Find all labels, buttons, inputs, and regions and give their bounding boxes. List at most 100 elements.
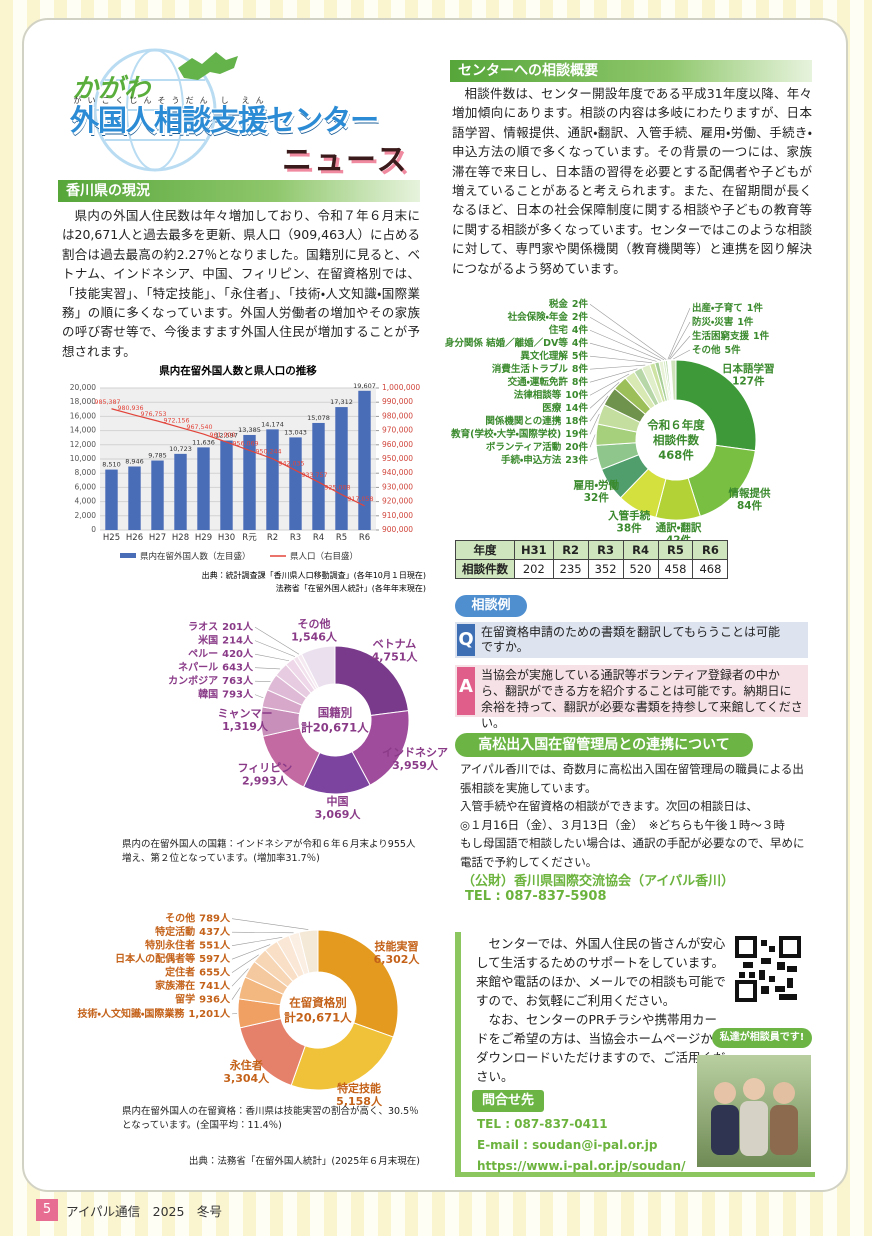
label-name: 家族滞在 bbox=[155, 979, 195, 992]
label-value: 5,158人 bbox=[336, 1095, 383, 1108]
y-tick-label: 2,000 bbox=[75, 511, 97, 520]
label-name: 入管手続 bbox=[607, 509, 650, 522]
y-tick-label: 950,000 bbox=[382, 454, 413, 463]
y-tick-label: 990,000 bbox=[382, 397, 413, 406]
table-header-cell: H31 bbox=[514, 540, 554, 560]
label-name: 中国 bbox=[326, 794, 348, 808]
slice bbox=[317, 929, 399, 1038]
label-name: ペルー bbox=[188, 649, 218, 660]
bar bbox=[151, 460, 164, 530]
label-name: 日本人の配偶者等 bbox=[115, 952, 195, 965]
leader-line bbox=[589, 355, 652, 363]
slice-label: 医療 14件 bbox=[542, 402, 588, 414]
data-label: 956,069 bbox=[232, 440, 258, 447]
x-tick-label: H25 bbox=[103, 533, 120, 543]
leader-line bbox=[254, 626, 300, 655]
data-label: 13,043 bbox=[284, 428, 307, 436]
contact-line: E-mail : soudan@i-pal.or.jp bbox=[477, 1138, 658, 1152]
label-value: 127件 bbox=[732, 374, 765, 387]
table-cell: 235 bbox=[552, 559, 589, 579]
label-name: 交通・運転免許 bbox=[508, 376, 569, 388]
leader-line bbox=[668, 321, 691, 360]
table-header-cell: R4 bbox=[622, 540, 659, 560]
label-name: 異文化理解 bbox=[520, 350, 568, 362]
answer: 当協会が実施している通訳等ボランティア登録者の中から、翻訳ができる方を紹介するこ… bbox=[481, 668, 803, 730]
data-label: 976,753 bbox=[140, 411, 166, 418]
person bbox=[770, 1105, 798, 1155]
a-mark: A bbox=[457, 667, 475, 715]
label-name: 雇用・労働 bbox=[573, 478, 619, 491]
label-value: 3,959人 bbox=[392, 759, 439, 772]
label-value: 5件 bbox=[572, 350, 589, 362]
chart: 令和６年度相談件数468件日本語学習127件情報提供84件通訳・翻訳42件入管手… bbox=[445, 298, 775, 547]
label-value: 2件 bbox=[572, 298, 589, 310]
label-value: 8件 bbox=[572, 376, 589, 388]
leader-line bbox=[673, 349, 691, 360]
slice-label: 生活困窮支援 1件 bbox=[692, 330, 770, 342]
chart: 県内在留外国人数と県人口の推移 0 2,000 4,000 6,000 8,000 10,0… bbox=[70, 364, 426, 593]
label-value: 1件 bbox=[737, 316, 754, 328]
label-name: 医療 bbox=[542, 402, 562, 414]
title-base: センター bbox=[266, 103, 379, 137]
slice-label: 手続・申込方法 23件 bbox=[501, 454, 588, 466]
data-label: 12,597 bbox=[215, 432, 238, 440]
label-name: 米国 bbox=[198, 634, 218, 647]
slice-label: 出産・子育て 1件 bbox=[692, 302, 763, 314]
section-heading: 香川県の現況 bbox=[58, 180, 420, 202]
label-name: 定住者 bbox=[165, 966, 195, 979]
bar bbox=[358, 390, 371, 530]
table-cell: 352 bbox=[587, 559, 624, 579]
qa-heading: 相談例 bbox=[455, 595, 527, 617]
slice bbox=[290, 1022, 394, 1091]
leader-line bbox=[589, 342, 657, 362]
leader-line bbox=[589, 413, 600, 435]
slice-label: 技能実習 6,302人 bbox=[374, 939, 421, 966]
slice-label: 関係機関との連携 18件 bbox=[485, 415, 588, 427]
slice-label: 特定活動 437人 bbox=[155, 925, 231, 938]
text-line: 入管手続や在留資格の相談ができます。次回の相談日は、 bbox=[460, 799, 758, 813]
leader-line bbox=[589, 395, 609, 422]
label-name: 出産・子育て bbox=[692, 302, 743, 314]
legend-label: 県内在留外国人数（左目盛） bbox=[140, 551, 251, 562]
slice-label: 雇用・労働 32件 bbox=[573, 478, 619, 504]
leader-line bbox=[589, 373, 630, 396]
data-label: 9,785 bbox=[148, 452, 167, 460]
label-value: 437人 bbox=[199, 926, 231, 938]
slice-label: 防災・災害 1件 bbox=[692, 316, 754, 328]
data-label: 961,900 bbox=[209, 432, 235, 439]
slice-label: ボランティア活動 20件 bbox=[486, 441, 589, 453]
label-value: 4,751人 bbox=[372, 650, 419, 663]
note: 県内在留外国人の在留資格：香川県は技能実習の割合が高く、30.5％となっています… bbox=[122, 1106, 419, 1131]
leader-line bbox=[589, 329, 661, 361]
x-tick-label: R5 bbox=[336, 533, 347, 543]
title-ruby: だん bbox=[182, 96, 211, 105]
qr-modules bbox=[739, 940, 797, 1000]
source: 出典：統計調査課「香川県人口移動調査」(各年10月１日現在) bbox=[202, 570, 426, 580]
photo bbox=[697, 1055, 811, 1167]
y-tick-label: 14,000 bbox=[70, 426, 96, 435]
label-value: 763人 bbox=[222, 675, 254, 687]
label-value: 20件 bbox=[565, 441, 588, 453]
title-base: 援 bbox=[238, 103, 267, 137]
support-text: センターでは、外国人住民の皆さんが安心して生活するためのサポートをしています。来… bbox=[476, 934, 728, 1086]
slice-label: 入管手続 38件 bbox=[607, 509, 650, 535]
data-label: 985,387 bbox=[94, 399, 120, 406]
x-tick-label: R元 bbox=[242, 533, 257, 543]
label-value: 420人 bbox=[222, 648, 254, 660]
slice-label: 永住者 3,304人 bbox=[223, 1058, 270, 1085]
bar bbox=[197, 447, 210, 530]
label-name: 通訳・翻訳 bbox=[656, 521, 702, 534]
table-header: 年度 H31 R2 R3 R4 R5 R6 bbox=[455, 540, 729, 560]
bar bbox=[243, 434, 256, 530]
label-name: ベトナム bbox=[373, 637, 417, 650]
title-char: 支し bbox=[210, 96, 239, 137]
label-value: 1,319人 bbox=[222, 720, 269, 733]
section-heading: センターへの相談概要 bbox=[450, 60, 812, 82]
data-label: 17,312 bbox=[330, 398, 353, 406]
data-label: 8,946 bbox=[125, 457, 144, 465]
label-value: 1,201人 bbox=[188, 1008, 231, 1020]
title-ruby: し bbox=[210, 96, 239, 105]
bar bbox=[220, 440, 233, 530]
y-tick-label: 18,000 bbox=[70, 397, 96, 406]
label-value: 4件 bbox=[572, 337, 589, 349]
